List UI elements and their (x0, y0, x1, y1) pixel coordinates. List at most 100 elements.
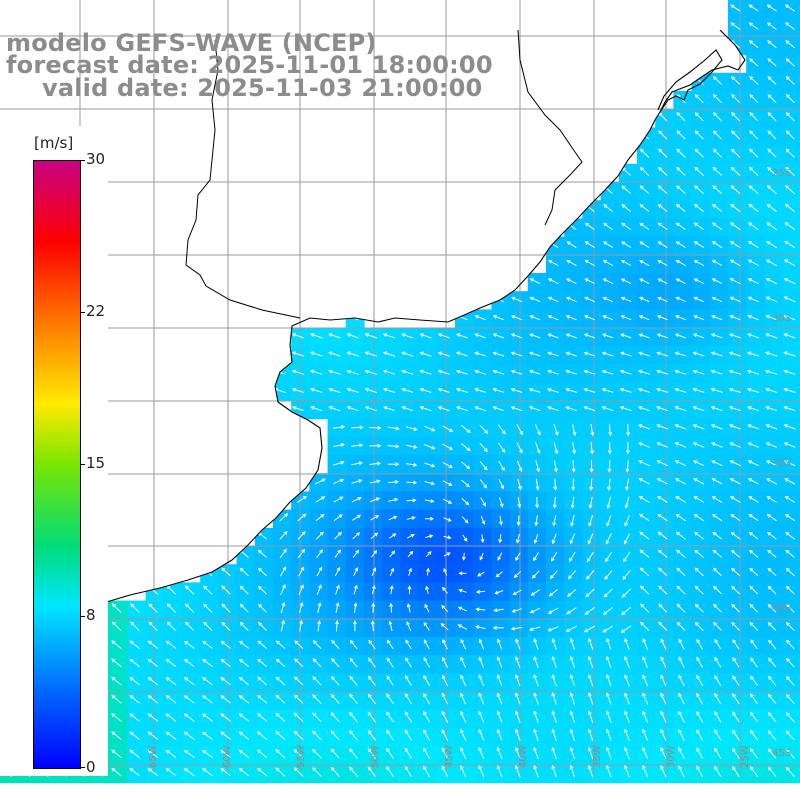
wind-arrow (766, 278, 778, 285)
wind-arrow-head (383, 406, 388, 410)
wind-arrow (584, 315, 595, 321)
wind-arrow (694, 315, 705, 321)
wind-arrow (331, 767, 340, 777)
wind-arrow-head (183, 713, 188, 718)
wind-arrow (529, 388, 541, 393)
wind-arrow (784, 406, 796, 412)
wind-arrow-head (693, 203, 698, 208)
wind-arrow-head (330, 766, 335, 771)
wind-arrow-head (785, 40, 790, 45)
wind-arrow-head (346, 369, 351, 374)
wind-arrow-head (675, 259, 680, 264)
wind-arrow (639, 222, 650, 231)
wind-arrow (714, 748, 722, 759)
wind-arrow-head (529, 333, 534, 338)
wind-arrow (603, 241, 613, 249)
wind-arrow (184, 768, 195, 777)
wind-arrow (750, 730, 759, 741)
wind-arrow-head (165, 768, 170, 772)
wind-arrow (166, 750, 177, 759)
wind-arrow (386, 766, 394, 778)
wind-arrow-head (588, 522, 592, 527)
wind-arrow-head (605, 540, 610, 545)
wind-arrow-head (449, 428, 454, 433)
wind-arrow-head (456, 351, 461, 356)
wind-arrow (298, 602, 303, 614)
wind-arrow (497, 442, 506, 453)
wind-arrow (438, 333, 450, 339)
wind-arrow (316, 585, 322, 595)
wind-arrow-head (768, 657, 772, 662)
wind-arrow-head (515, 765, 519, 770)
wind-arrow (515, 747, 521, 760)
wind-arrow-head (496, 765, 501, 770)
wind-arrow (480, 497, 486, 507)
wind-arrow (420, 352, 432, 357)
wind-arrow (786, 622, 795, 631)
wind-arrow-head (589, 486, 594, 491)
wind-speed-cell (782, 509, 800, 529)
wind-arrow-head (367, 693, 372, 698)
wind-arrow (460, 657, 467, 668)
wind-arrow (571, 423, 576, 436)
wind-arrow (387, 445, 399, 448)
wind-arrow (606, 711, 612, 723)
wind-arrow-head (785, 76, 790, 81)
wind-arrow (694, 204, 705, 213)
wind-arrow-head (331, 658, 335, 663)
wind-arrow-head (765, 314, 770, 319)
wind-arrow-head (129, 658, 134, 663)
wind-arrow (275, 767, 286, 777)
wind-arrow-head (747, 278, 752, 282)
wind-arrow (678, 657, 685, 668)
wind-arrow-head (696, 747, 700, 752)
wind-arrow (695, 94, 704, 104)
wind-arrow-head (529, 315, 534, 319)
wind-arrow-head (460, 692, 464, 697)
wind-arrow-head (675, 241, 680, 245)
wind-arrow-head (412, 498, 417, 503)
wind-arrow (440, 623, 449, 631)
wind-arrow-head (338, 514, 343, 519)
wind-arrow-head (766, 531, 772, 536)
wind-arrow-head (221, 621, 226, 626)
wind-arrow (732, 748, 740, 759)
wind-arrow-head (783, 387, 788, 392)
wind-arrow-head (336, 566, 341, 571)
wind-arrow-head (478, 656, 483, 661)
wind-arrow (588, 515, 594, 526)
wind-arrow-head (678, 728, 682, 734)
wind-arrow-head (605, 558, 609, 563)
wind-arrow (167, 603, 177, 613)
wind-arrow-head (478, 710, 483, 715)
wind-arrow-head (409, 550, 414, 555)
wind-arrow (298, 585, 304, 595)
wind-arrow (732, 711, 740, 723)
wind-arrow (401, 352, 414, 357)
wind-arrow-head (456, 406, 461, 410)
wind-arrow-head (423, 729, 427, 734)
wind-arrow (766, 222, 777, 231)
wind-speed-cell (782, 527, 800, 547)
wind-arrow (620, 370, 632, 375)
wind-arrow-head (712, 76, 717, 80)
wind-arrow (621, 222, 632, 231)
wind-arrow (239, 659, 250, 668)
wind-arrow (553, 442, 558, 454)
wind-arrow-head (674, 333, 679, 338)
wind-arrow (569, 551, 576, 562)
wind-arrow-head (569, 655, 574, 661)
wind-arrow (456, 406, 468, 412)
wind-arrow (312, 731, 322, 741)
wind-arrow (729, 388, 741, 393)
latitude-label: 30S (772, 313, 791, 324)
wind-arrow (639, 333, 650, 339)
wind-arrow (475, 388, 487, 393)
wind-arrow (479, 461, 488, 470)
wind-arrow (129, 749, 140, 759)
wind-arrow (714, 675, 722, 687)
wind-arrow (148, 731, 159, 740)
wind-arrow-head (330, 748, 335, 753)
wind-arrow (511, 352, 523, 357)
wind-arrow-head (765, 278, 770, 282)
